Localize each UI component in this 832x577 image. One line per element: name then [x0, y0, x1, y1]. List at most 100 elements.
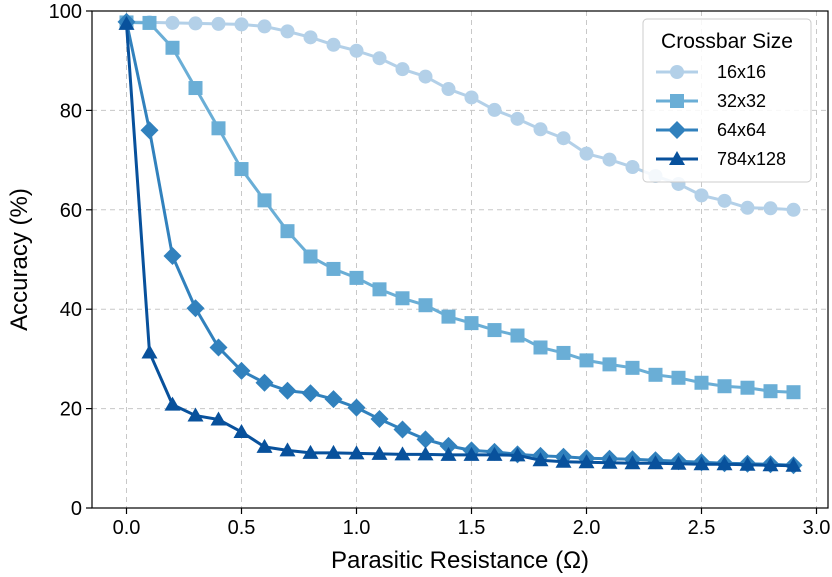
- data-point-32x32: [487, 323, 502, 338]
- data-point-32x32: [648, 367, 663, 382]
- data-point-16x16: [786, 202, 801, 217]
- data-point-784x128: [256, 438, 273, 453]
- data-point-64x64: [324, 390, 343, 409]
- data-point-784x128: [670, 455, 687, 470]
- data-point-16x16: [165, 15, 180, 30]
- data-point-32x32: [142, 15, 157, 30]
- data-point-784x128: [141, 344, 158, 359]
- data-point-64x64: [140, 121, 159, 140]
- data-point-784x128: [348, 445, 365, 460]
- data-point-16x16: [533, 122, 548, 137]
- data-point-16x16: [464, 90, 479, 105]
- data-point-16x16: [395, 62, 410, 77]
- data-point-64x64: [278, 381, 297, 400]
- data-point-784x128: [647, 455, 664, 470]
- data-point-32x32: [510, 328, 525, 343]
- x-tick-label: 1.5: [458, 517, 486, 539]
- data-point-784x128: [463, 446, 480, 461]
- data-point-16x16: [303, 30, 318, 45]
- data-point-32x32: [188, 81, 203, 96]
- legend-label: 784x128: [717, 149, 786, 169]
- data-point-64x64: [416, 430, 435, 449]
- series-784x128: [118, 15, 802, 472]
- data-point-32x32: [441, 309, 456, 324]
- data-point-16x16: [418, 69, 433, 84]
- legend-swatch-marker: [670, 94, 684, 108]
- data-point-784x128: [509, 447, 526, 462]
- data-point-16x16: [763, 201, 778, 216]
- data-point-784x128: [233, 423, 250, 438]
- data-point-16x16: [441, 82, 456, 97]
- data-point-32x32: [395, 291, 410, 306]
- y-axis-label: Accuracy (%): [6, 188, 33, 331]
- data-point-32x32: [763, 384, 778, 399]
- legend-swatch-marker: [668, 121, 686, 139]
- data-point-32x32: [280, 224, 295, 239]
- x-tick-label: 1.0: [343, 517, 371, 539]
- data-point-32x32: [165, 40, 180, 55]
- data-point-784x128: [486, 446, 503, 461]
- data-point-16x16: [556, 131, 571, 146]
- data-point-32x32: [717, 379, 732, 394]
- data-point-784x128: [785, 457, 802, 472]
- data-point-32x32: [786, 385, 801, 400]
- data-point-784x128: [164, 396, 181, 411]
- data-point-784x128: [279, 442, 296, 457]
- data-point-16x16: [349, 43, 364, 58]
- data-point-64x64: [439, 436, 458, 455]
- data-point-16x16: [740, 200, 755, 215]
- legend-item-16x16: 16x16: [656, 62, 766, 82]
- data-point-16x16: [487, 102, 502, 117]
- data-point-32x32: [694, 375, 709, 390]
- x-tick-label: 0.0: [113, 517, 141, 539]
- legend-title: Crossbar Size: [661, 30, 793, 53]
- data-point-32x32: [211, 121, 226, 136]
- legend-item-64x64: 64x64: [656, 120, 766, 140]
- data-point-64x64: [209, 338, 228, 357]
- data-point-64x64: [370, 410, 389, 429]
- data-point-16x16: [602, 152, 617, 167]
- legend-swatch-marker: [670, 65, 684, 79]
- legend-label: 32x32: [717, 91, 766, 111]
- y-tick-label: 60: [60, 200, 82, 222]
- data-point-784x128: [325, 444, 342, 459]
- data-point-32x32: [602, 357, 617, 372]
- x-axis-label: Parasitic Resistance (Ω): [331, 547, 589, 574]
- data-point-16x16: [257, 19, 272, 34]
- data-point-784x128: [302, 444, 319, 459]
- data-point-784x128: [578, 454, 595, 469]
- data-point-16x16: [579, 146, 594, 161]
- data-point-784x128: [739, 456, 756, 471]
- data-point-784x128: [601, 454, 618, 469]
- data-point-32x32: [533, 340, 548, 355]
- data-point-16x16: [372, 51, 387, 66]
- y-axis-ticks: 0 20 40 60 80 100: [49, 1, 92, 520]
- legend-box: [642, 18, 812, 183]
- data-point-32x32: [464, 316, 479, 331]
- data-point-784x128: [394, 446, 411, 461]
- legend-item-32x32: 32x32: [656, 91, 766, 111]
- data-point-16x16: [510, 111, 525, 126]
- data-point-32x32: [234, 162, 249, 177]
- legend-items: 16x16 32x32 64x64 784x128: [656, 62, 786, 169]
- y-tick-label: 0: [71, 498, 82, 520]
- data-point-32x32: [671, 370, 686, 385]
- data-point-64x64: [393, 420, 412, 439]
- data-point-784x128: [624, 455, 641, 470]
- data-point-784x128: [762, 457, 779, 472]
- data-point-32x32: [556, 345, 571, 360]
- data-point-784x128: [555, 453, 572, 468]
- data-point-64x64: [347, 398, 366, 417]
- data-point-784x128: [716, 456, 733, 471]
- y-tick-label: 40: [60, 299, 82, 321]
- y-tick-label: 80: [60, 100, 82, 122]
- data-point-32x32: [372, 282, 387, 297]
- data-point-32x32: [303, 249, 318, 264]
- x-axis-ticks: 0.0 0.5 1.0 1.5 2.0 2.5 3.0: [113, 508, 830, 539]
- legend-swatch-marker: [669, 151, 685, 165]
- y-tick-label: 20: [60, 399, 82, 421]
- data-point-32x32: [579, 353, 594, 368]
- y-tick-label: 100: [49, 1, 82, 23]
- data-point-64x64: [232, 361, 251, 380]
